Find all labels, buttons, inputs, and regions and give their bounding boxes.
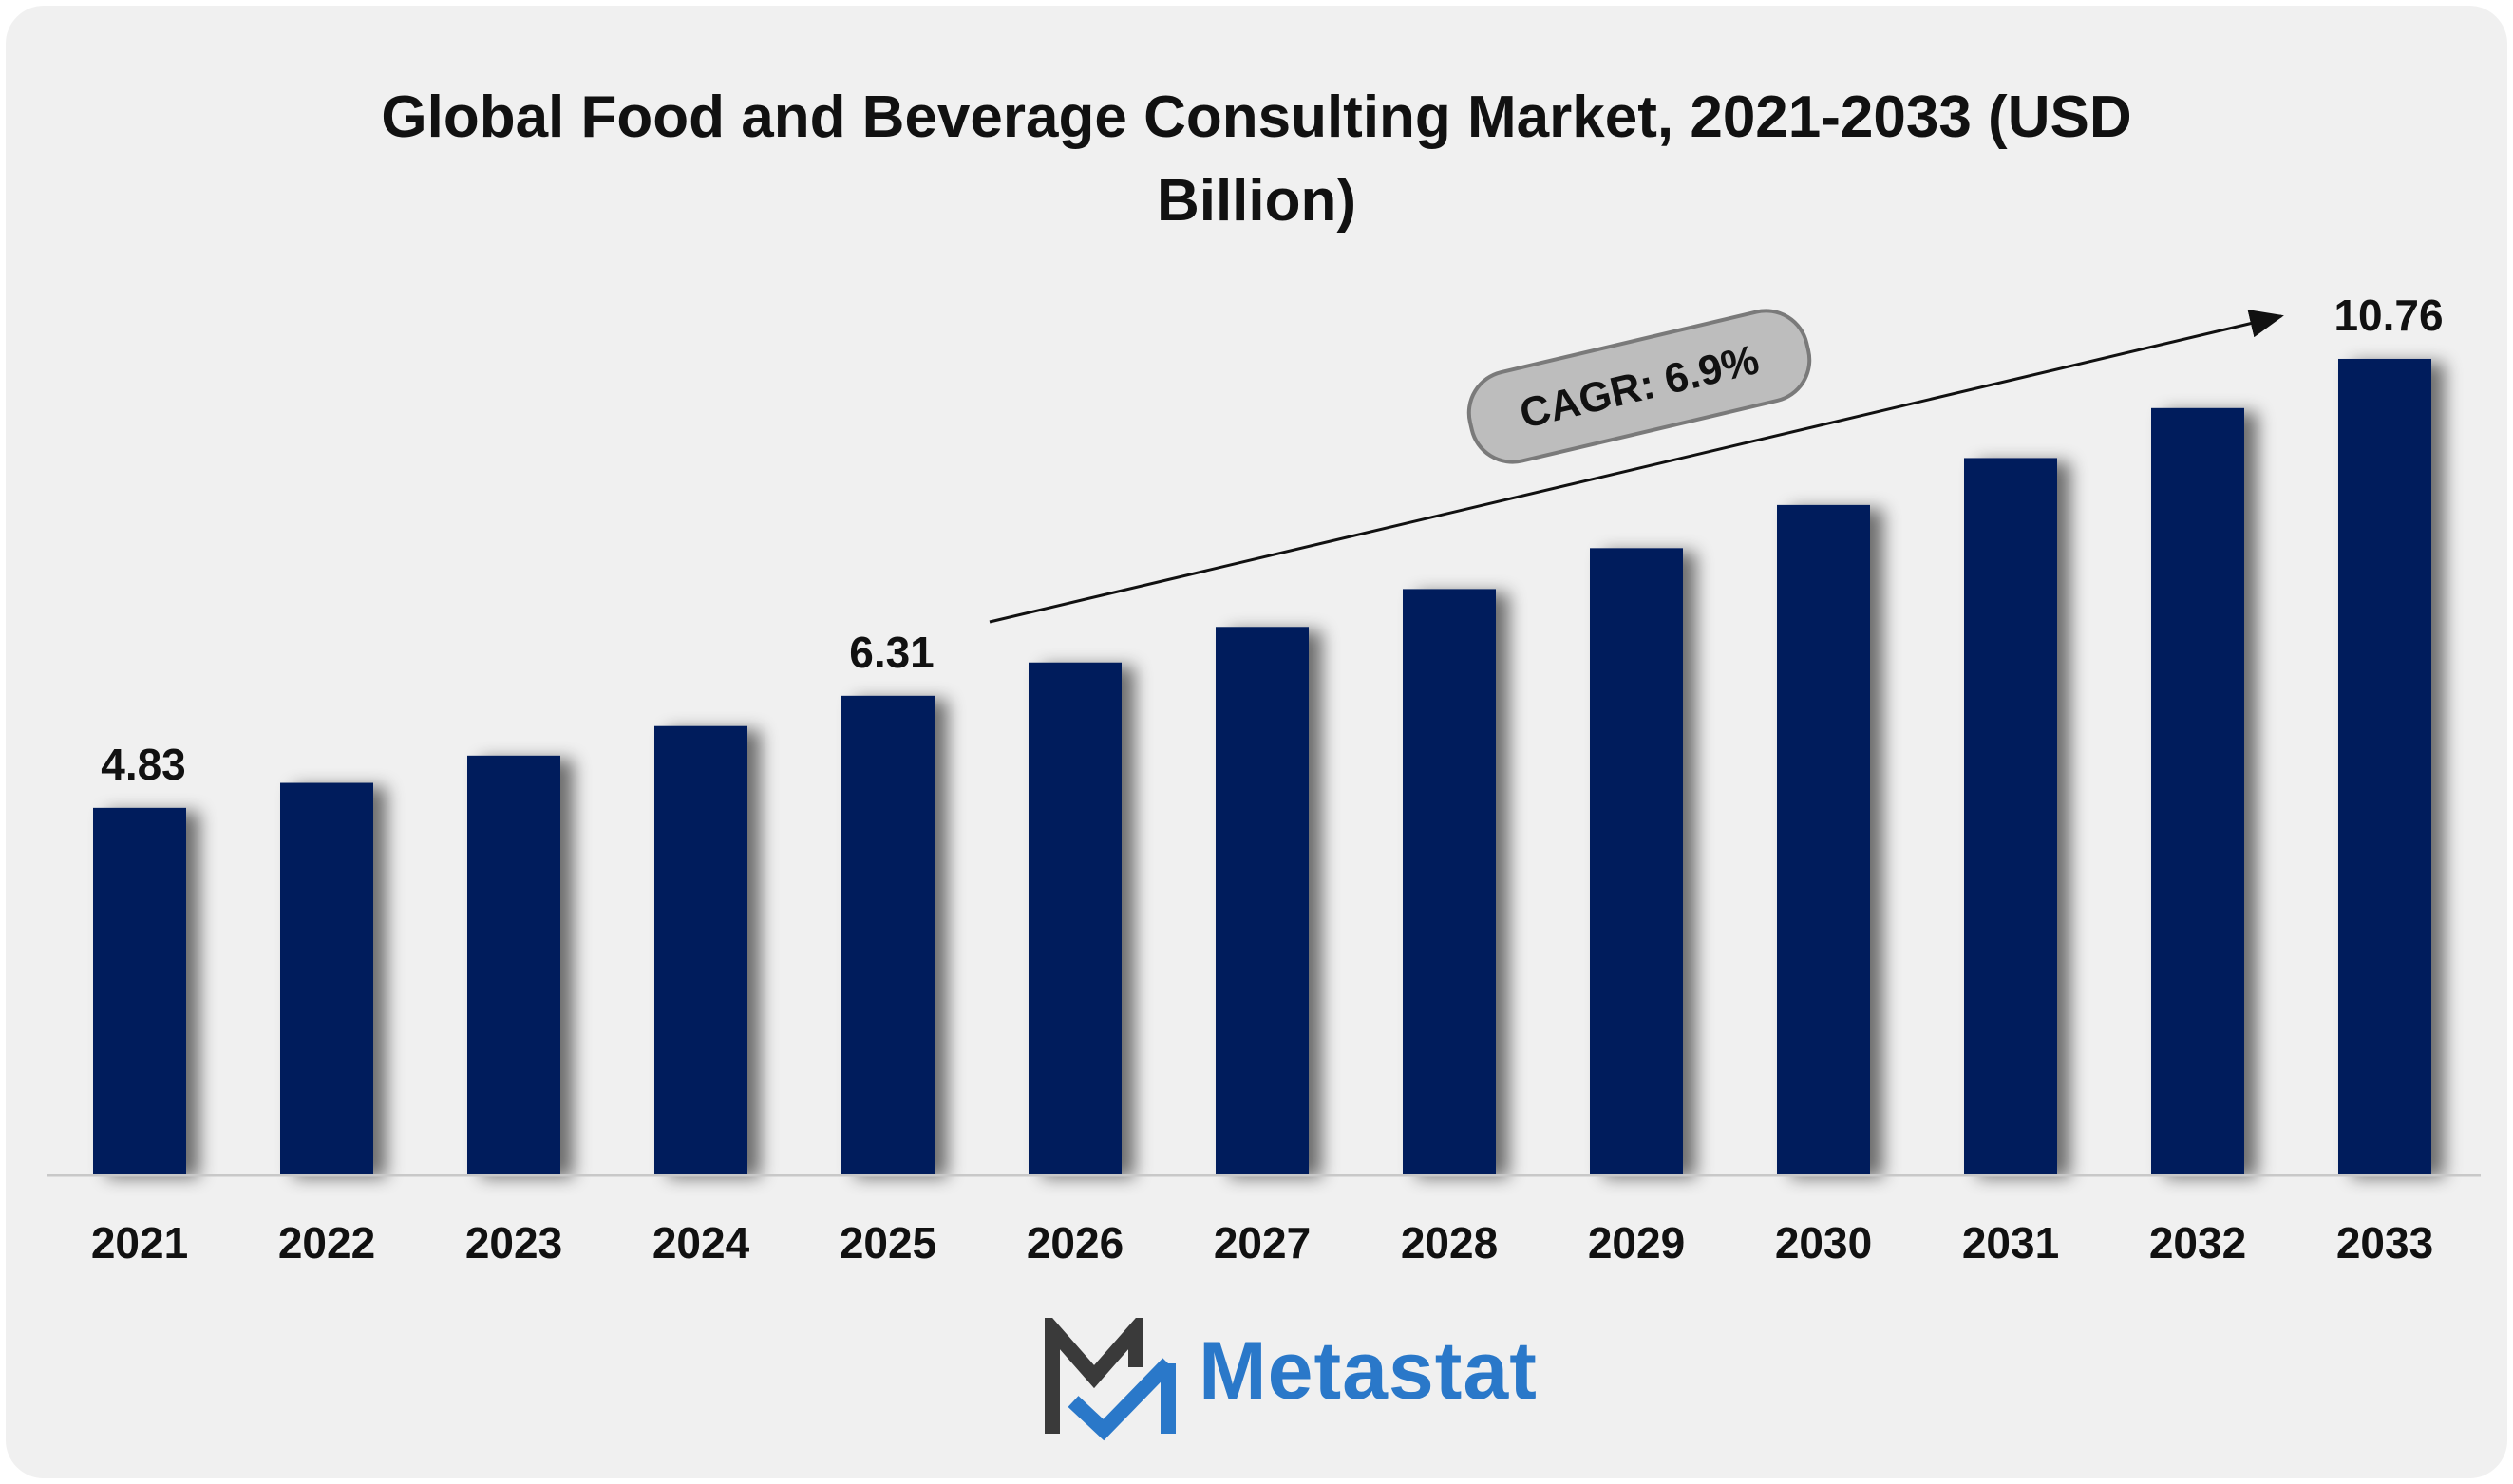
metastat-logo-mark-icon [1045, 1318, 1176, 1441]
x-tick-label-2021: 2021 [91, 1218, 188, 1268]
x-tick-label-2032: 2032 [2149, 1218, 2246, 1268]
x-tick-label-2025: 2025 [840, 1218, 936, 1268]
x-tick-label-2024: 2024 [652, 1218, 750, 1268]
chart-title-line-1: Global Food and Beverage Consulting Mark… [381, 85, 2132, 150]
data-label-2025: 6.31 [849, 628, 935, 677]
bar-2033 [2338, 358, 2431, 1174]
x-tick-label-2028: 2028 [1401, 1218, 1498, 1268]
bar-2022 [280, 782, 373, 1174]
bar-2021 [93, 807, 186, 1174]
metastat-logo [1045, 1318, 1176, 1441]
bar-2025 [841, 695, 935, 1174]
cagr-trend-arrow [989, 310, 2284, 624]
x-tick-label-2027: 2027 [1214, 1218, 1311, 1268]
bar-2026 [1029, 662, 1122, 1174]
chart-title-line-2: Billion) [1156, 168, 1357, 234]
bar-2024 [654, 725, 747, 1174]
x-tick-label-2030: 2030 [1775, 1218, 1872, 1268]
x-tick-label-2033: 2033 [2336, 1218, 2433, 1268]
bar-2028 [1403, 589, 1496, 1174]
x-tick-label-2029: 2029 [1588, 1218, 1685, 1268]
bar-2027 [1216, 627, 1309, 1174]
metastat-brand-name: Metastat [1199, 1325, 1538, 1417]
bar-2023 [467, 755, 560, 1174]
data-label-2021: 4.83 [101, 740, 186, 789]
x-tick-label-2031: 2031 [1962, 1218, 2059, 1268]
cagr-badge: CAGR: 6.9% [1466, 309, 1812, 464]
data-label-2033: 10.76 [2334, 291, 2443, 340]
x-tick-label-2026: 2026 [1027, 1218, 1124, 1268]
bar-2029 [1590, 548, 1683, 1174]
bar-2030 [1777, 504, 1870, 1174]
x-tick-label-2023: 2023 [465, 1218, 562, 1268]
bar-2032 [2151, 407, 2244, 1174]
x-tick-label-2022: 2022 [278, 1218, 375, 1268]
bar-2031 [1964, 458, 2057, 1174]
